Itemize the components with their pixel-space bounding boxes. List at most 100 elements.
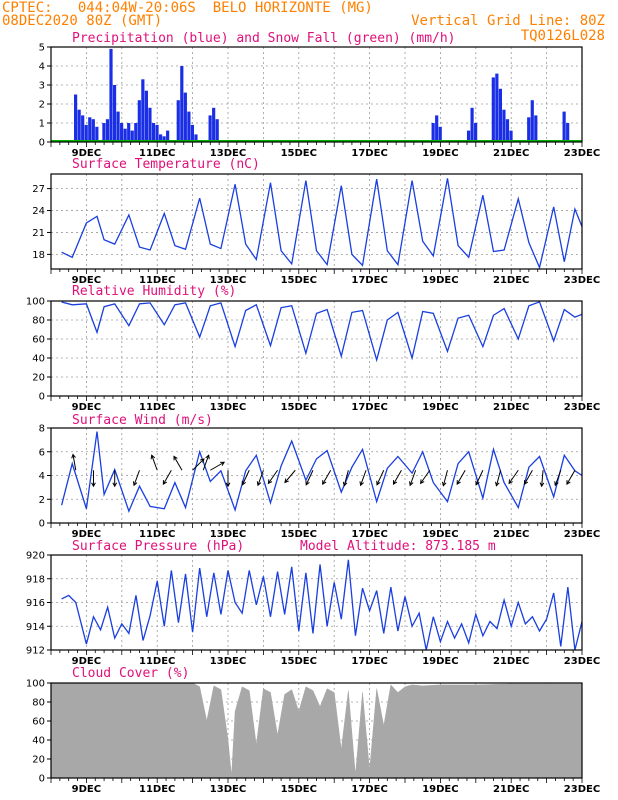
header-right-line2: Vertical Grid Line: 80Z [411,13,605,29]
precipitation-xtick-label: 19DEC [422,148,458,159]
humidity-xtick-label: 15DEC [281,402,317,413]
cloud-cover-area [50,682,583,779]
wind-vector-head [409,481,414,487]
wind-vector-head [420,479,425,485]
humidity-xtick-label: 9DEC [72,402,101,413]
precipitation-bar [208,115,212,142]
temperature-xtick-label: 9DEC [72,275,101,286]
wind-vector-arrow [342,470,349,487]
temperature-xtick-label: 11DEC [139,275,175,286]
header-left-line1: CPTEC: 044:04W-20:06S BELO HORIZONTE (MG… [2,0,373,16]
temperature-panel: Surface Temperature (nC) 18 21 24 27 9DEC 11D… [32,157,600,286]
precipitation-xtick-label: 13DEC [210,148,246,159]
wind-vector-head [359,481,364,487]
precipitation-bar [187,111,191,142]
wind-xtick-label: 15DEC [281,529,317,540]
humidity-xtick-label: 23DEC [564,402,600,413]
cloud-cover-xtick-label: 23DEC [564,784,600,795]
precipitation-bar [134,123,138,142]
precipitation-xtick-label: 11DEC [139,148,175,159]
wind-vector-arrow [420,469,431,485]
temperature-ytick-label: 24 [32,206,45,217]
wind-vector-shaft [210,461,225,471]
cloud-cover-ytick-label: 0 [39,774,45,785]
wind-series-line [60,431,583,513]
precipitation-bar [562,111,566,142]
wind-vector-shaft [72,454,77,471]
wind-vector-head [132,481,138,487]
wind-vector-shaft [151,455,158,471]
humidity-ytick-label: 0 [39,392,45,403]
wind-vector-shaft [322,470,332,485]
precipitation-bar [498,88,502,142]
precipitation-bar [91,119,95,142]
wind-vector-head [112,482,118,488]
wind-vector-arrow [566,470,576,486]
temperature-series-line [61,178,583,270]
wind-vector-head [475,480,480,486]
cloud-cover-xtick-label: 21DEC [493,784,529,795]
wind-vector-arrow [150,454,158,471]
wind-vector-arrow [322,470,332,486]
precipitation-ytick-label: 2 [39,100,45,111]
wind-ytick-label: 6 [39,447,45,458]
pressure-xtick-label: 19DEC [422,656,458,667]
wind-vector-arrow [539,470,545,488]
wind-vector-arrow [475,470,484,486]
temperature-ytick-label: 21 [32,228,45,239]
precipitation-bar [190,124,195,142]
wind-vector-shaft [393,470,402,485]
precipitation-bar [502,109,506,142]
precipitation-bar [116,111,120,142]
wind-vector-head [554,481,559,487]
precipitation-xtick-label: 15DEC [281,148,317,159]
precipitation-bar [176,100,180,142]
precipitation-ytick-label: 1 [39,119,45,130]
wind-vector-arrow [495,470,502,487]
wind-vector-shaft [242,470,250,485]
precipitation-bar [431,123,435,142]
wind-vector-head [539,482,545,488]
wind-vector-shaft [257,470,264,486]
pressure-ytick-label: 912 [26,646,45,657]
wind-vector-head [267,479,273,485]
wind-vector-arrow [359,470,367,487]
precipitation-bar [166,130,170,142]
precipitation-bar [144,90,148,142]
precipitation-bar [212,107,216,142]
precipitation-bar [162,136,166,142]
pressure-ytick-label: 916 [26,598,45,609]
cloud-cover-panel: Cloud Cover (%) 0 20 40 60 80 100 9DEC 11DEC 13D… [26,666,600,795]
pressure-ytick-label: 918 [26,574,45,585]
precipitation-bar [566,123,570,142]
cloud-cover-panel-title: Cloud Cover (%) [72,666,189,681]
cloud-cover-xtick-label: 15DEC [281,784,317,795]
precipitation-bar [466,130,471,142]
header-left-line2: 08DEC2020 80Z (GMT) [2,13,162,29]
wind-vector-arrow [173,455,183,471]
precipitation-bar [120,123,124,142]
precipitation-ytick-label: 0 [39,138,45,149]
temperature-xtick-label: 19DEC [422,275,458,286]
wind-vector-head [162,480,168,486]
wind-ytick-label: 0 [39,519,45,530]
precipitation-bar [194,134,198,142]
wind-vector-arrow [441,470,448,487]
wind-vector-head [256,481,262,487]
precipitation-bar [123,128,127,142]
wind-vector-arrow [210,461,226,471]
humidity-xtick-label: 17DEC [351,402,387,413]
wind-vector-head [220,461,226,466]
wind-vector-head [225,482,231,488]
wind-vector-arrow [508,469,519,485]
humidity-xtick-label: 13DEC [210,402,246,413]
wind-vector-arrow [392,470,402,486]
wind-vector-head [322,480,327,486]
precipitation-bar [435,115,439,142]
cloud-cover-ytick-label: 20 [32,755,45,766]
cloud-cover-xtick-label: 17DEC [351,784,387,795]
humidity-ytick-label: 80 [32,316,45,327]
precipitation-ytick-label: 4 [39,62,45,73]
wind-vector-head [456,480,461,486]
wind-vector-head [205,454,210,460]
